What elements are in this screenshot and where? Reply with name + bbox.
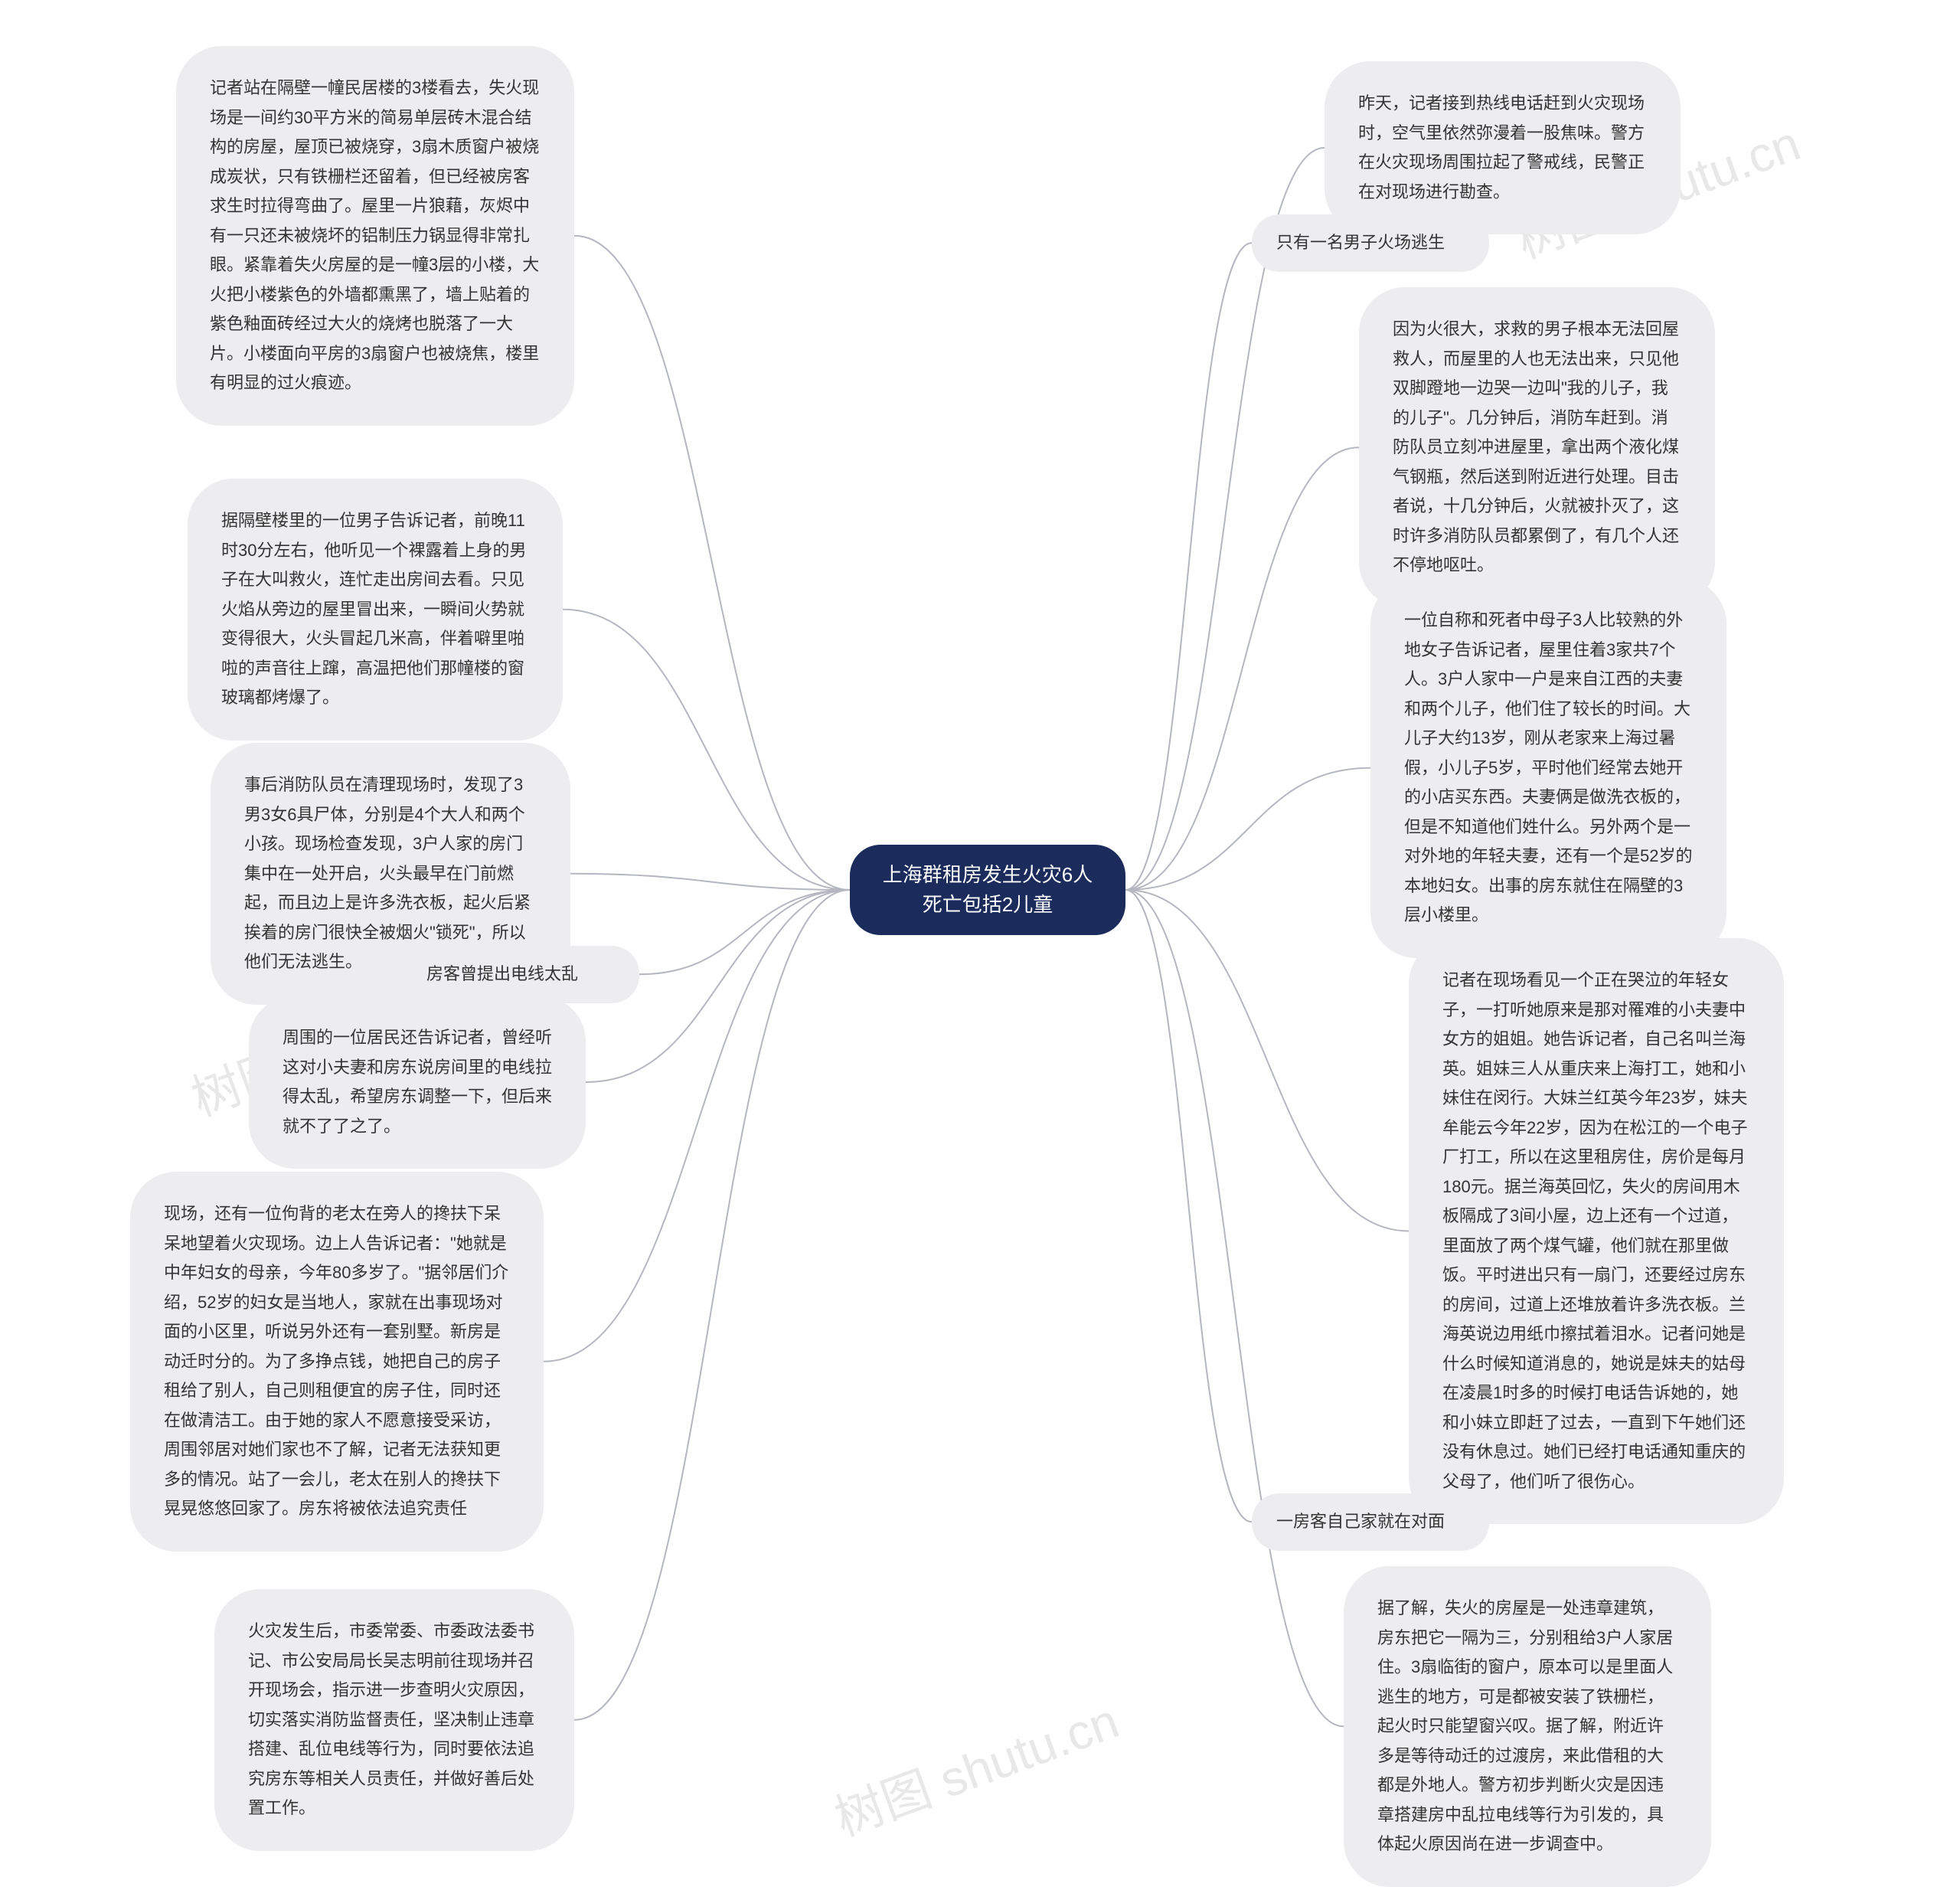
right-node-4[interactable]: 一位自称和死者中母子3人比较熟的外地女子告诉记者，屋里住着3家共7个人。3户人家… <box>1370 578 1726 958</box>
left-node-6[interactable]: 现场，还有一位佝背的老太在旁人的搀扶下呆呆地望着火灾现场。边上人告诉记者："她就… <box>130 1172 544 1552</box>
node-text: 因为火很大，求救的男子根本无法回屋救人，而屋里的人也无法出来，只见他双脚蹬地一边… <box>1393 319 1679 574</box>
center-topic[interactable]: 上海群租房发生火灾6人死亡包括2儿童 <box>850 845 1125 935</box>
node-text: 记者站在隔壁一幢民居楼的3楼看去，失火现场是一间约30平方米的简易单层砖木混合结… <box>210 78 539 392</box>
right-node-3[interactable]: 因为火很大，求救的男子根本无法回屋救人，而屋里的人也无法出来，只见他双脚蹬地一边… <box>1359 287 1715 608</box>
right-node-7[interactable]: 据了解，失火的房屋是一处违章建筑，房东把它一隔为三，分别租给3户人家居住。3扇临… <box>1344 1566 1711 1887</box>
node-text: 昨天，记者接到热线电话赶到火灾现场时，空气里依然弥漫着一股焦味。警方在火灾现场周… <box>1358 93 1645 201</box>
center-topic-text: 上海群租房发生火灾6人死亡包括2儿童 <box>883 863 1093 916</box>
node-text: 火灾发生后，市委常委、市委政法委书记、市公安局局长吴志明前往现场并召开现场会，指… <box>248 1621 534 1817</box>
node-text: 事后消防队员在清理现场时，发现了3男3女6具尸体，分别是4个大人和两个小孩。现场… <box>244 775 531 971</box>
left-node-4[interactable]: 房客曾提出电线太乱 <box>402 946 639 1003</box>
node-text: 据隔壁楼里的一位男子告诉记者，前晚11时30分左右，他听见一个裸露着上身的男子在… <box>221 511 526 707</box>
node-text: 房客曾提出电线太乱 <box>426 964 578 983</box>
left-node-1[interactable]: 记者站在隔壁一幢民居楼的3楼看去，失火现场是一间约30平方米的简易单层砖木混合结… <box>176 46 574 426</box>
node-text: 一房客自己家就在对面 <box>1276 1512 1445 1531</box>
left-node-7[interactable]: 火灾发生后，市委常委、市委政法委书记、市公安局局长吴志明前往现场并召开现场会，指… <box>214 1589 574 1851</box>
node-text: 一位自称和死者中母子3人比较熟的外地女子告诉记者，屋里住着3家共7个人。3户人家… <box>1404 610 1692 924</box>
watermark: 树图 shutu.cn <box>824 1682 1127 1849</box>
right-node-2[interactable]: 只有一名男子火场逃生 <box>1252 214 1489 272</box>
node-text: 现场，还有一位佝背的老太在旁人的搀扶下呆呆地望着火灾现场。边上人告诉记者："她就… <box>164 1204 508 1518</box>
node-text: 只有一名男子火场逃生 <box>1276 233 1445 252</box>
node-text: 周围的一位居民还告诉记者，曾经听这对小夫妻和房东说房间里的电线拉得太乱，希望房东… <box>283 1028 552 1136</box>
right-node-5[interactable]: 记者在现场看见一个正在哭泣的年轻女子，一打听她原来是那对罹难的小夫妻中女方的姐姐… <box>1409 938 1784 1524</box>
right-node-1[interactable]: 昨天，记者接到热线电话赶到火灾现场时，空气里依然弥漫着一股焦味。警方在火灾现场周… <box>1325 61 1681 234</box>
left-node-2[interactable]: 据隔壁楼里的一位男子告诉记者，前晚11时30分左右，他听见一个裸露着上身的男子在… <box>188 479 563 741</box>
node-text: 记者在现场看见一个正在哭泣的年轻女子，一打听她原来是那对罹难的小夫妻中女方的姐姐… <box>1442 970 1747 1491</box>
node-text: 据了解，失火的房屋是一处违章建筑，房东把它一隔为三，分别租给3户人家居住。3扇临… <box>1377 1598 1673 1853</box>
left-node-5[interactable]: 周围的一位居民还告诉记者，曾经听这对小夫妻和房东说房间里的电线拉得太乱，希望房东… <box>249 996 586 1169</box>
right-node-6[interactable]: 一房客自己家就在对面 <box>1252 1493 1489 1551</box>
